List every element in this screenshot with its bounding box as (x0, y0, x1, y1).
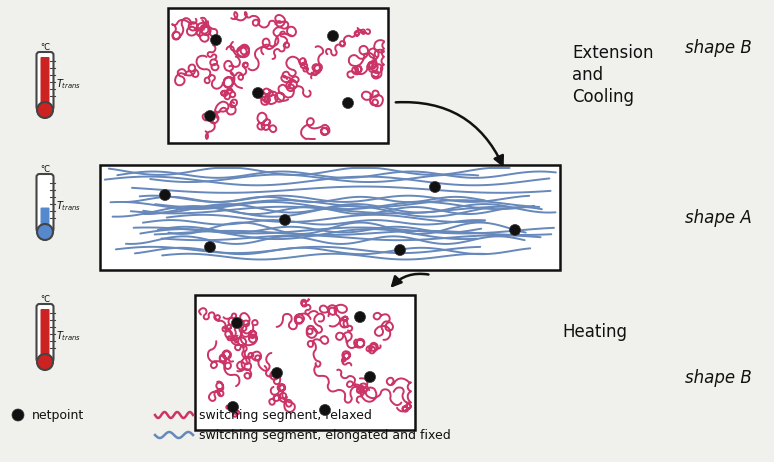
Bar (100, 165, 560, 270)
Circle shape (509, 225, 520, 236)
Text: shape B: shape B (685, 369, 752, 387)
Bar (195, 295, 415, 430)
Text: °C: °C (40, 43, 50, 52)
Text: netpoint: netpoint (32, 408, 84, 421)
FancyBboxPatch shape (40, 309, 50, 357)
Text: $T_{trans}$: $T_{trans}$ (56, 328, 80, 342)
Text: shape B: shape B (685, 39, 752, 57)
Circle shape (430, 182, 440, 193)
FancyBboxPatch shape (40, 57, 50, 105)
Circle shape (272, 367, 283, 378)
Text: shape A: shape A (685, 209, 752, 227)
Text: $T_{trans}$: $T_{trans}$ (56, 199, 80, 213)
Circle shape (204, 242, 215, 253)
Circle shape (204, 110, 215, 122)
Circle shape (327, 30, 338, 42)
Circle shape (37, 102, 53, 118)
Circle shape (159, 189, 170, 201)
Circle shape (12, 409, 24, 421)
FancyArrowPatch shape (396, 102, 503, 165)
Circle shape (343, 97, 354, 109)
Circle shape (279, 214, 290, 225)
Text: Extension
and
Cooling: Extension and Cooling (572, 44, 653, 106)
FancyBboxPatch shape (36, 304, 53, 362)
Circle shape (320, 405, 330, 415)
Circle shape (252, 87, 263, 98)
Text: switching segment, relaxed: switching segment, relaxed (199, 408, 372, 421)
FancyBboxPatch shape (40, 207, 50, 227)
Text: $T_{trans}$: $T_{trans}$ (56, 77, 80, 91)
Circle shape (395, 244, 406, 255)
Text: switching segment, elongated and fixed: switching segment, elongated and fixed (199, 428, 450, 442)
FancyArrowPatch shape (392, 274, 429, 286)
Text: °C: °C (40, 165, 50, 174)
FancyBboxPatch shape (36, 174, 53, 232)
Circle shape (37, 224, 53, 240)
Text: °C: °C (40, 295, 50, 304)
FancyBboxPatch shape (36, 52, 53, 110)
Circle shape (365, 371, 375, 383)
Circle shape (354, 311, 365, 322)
Text: Heating: Heating (562, 323, 627, 341)
Circle shape (231, 317, 242, 328)
Circle shape (211, 35, 221, 45)
Bar (168, 8, 388, 143)
Circle shape (228, 401, 238, 413)
Circle shape (37, 354, 53, 370)
